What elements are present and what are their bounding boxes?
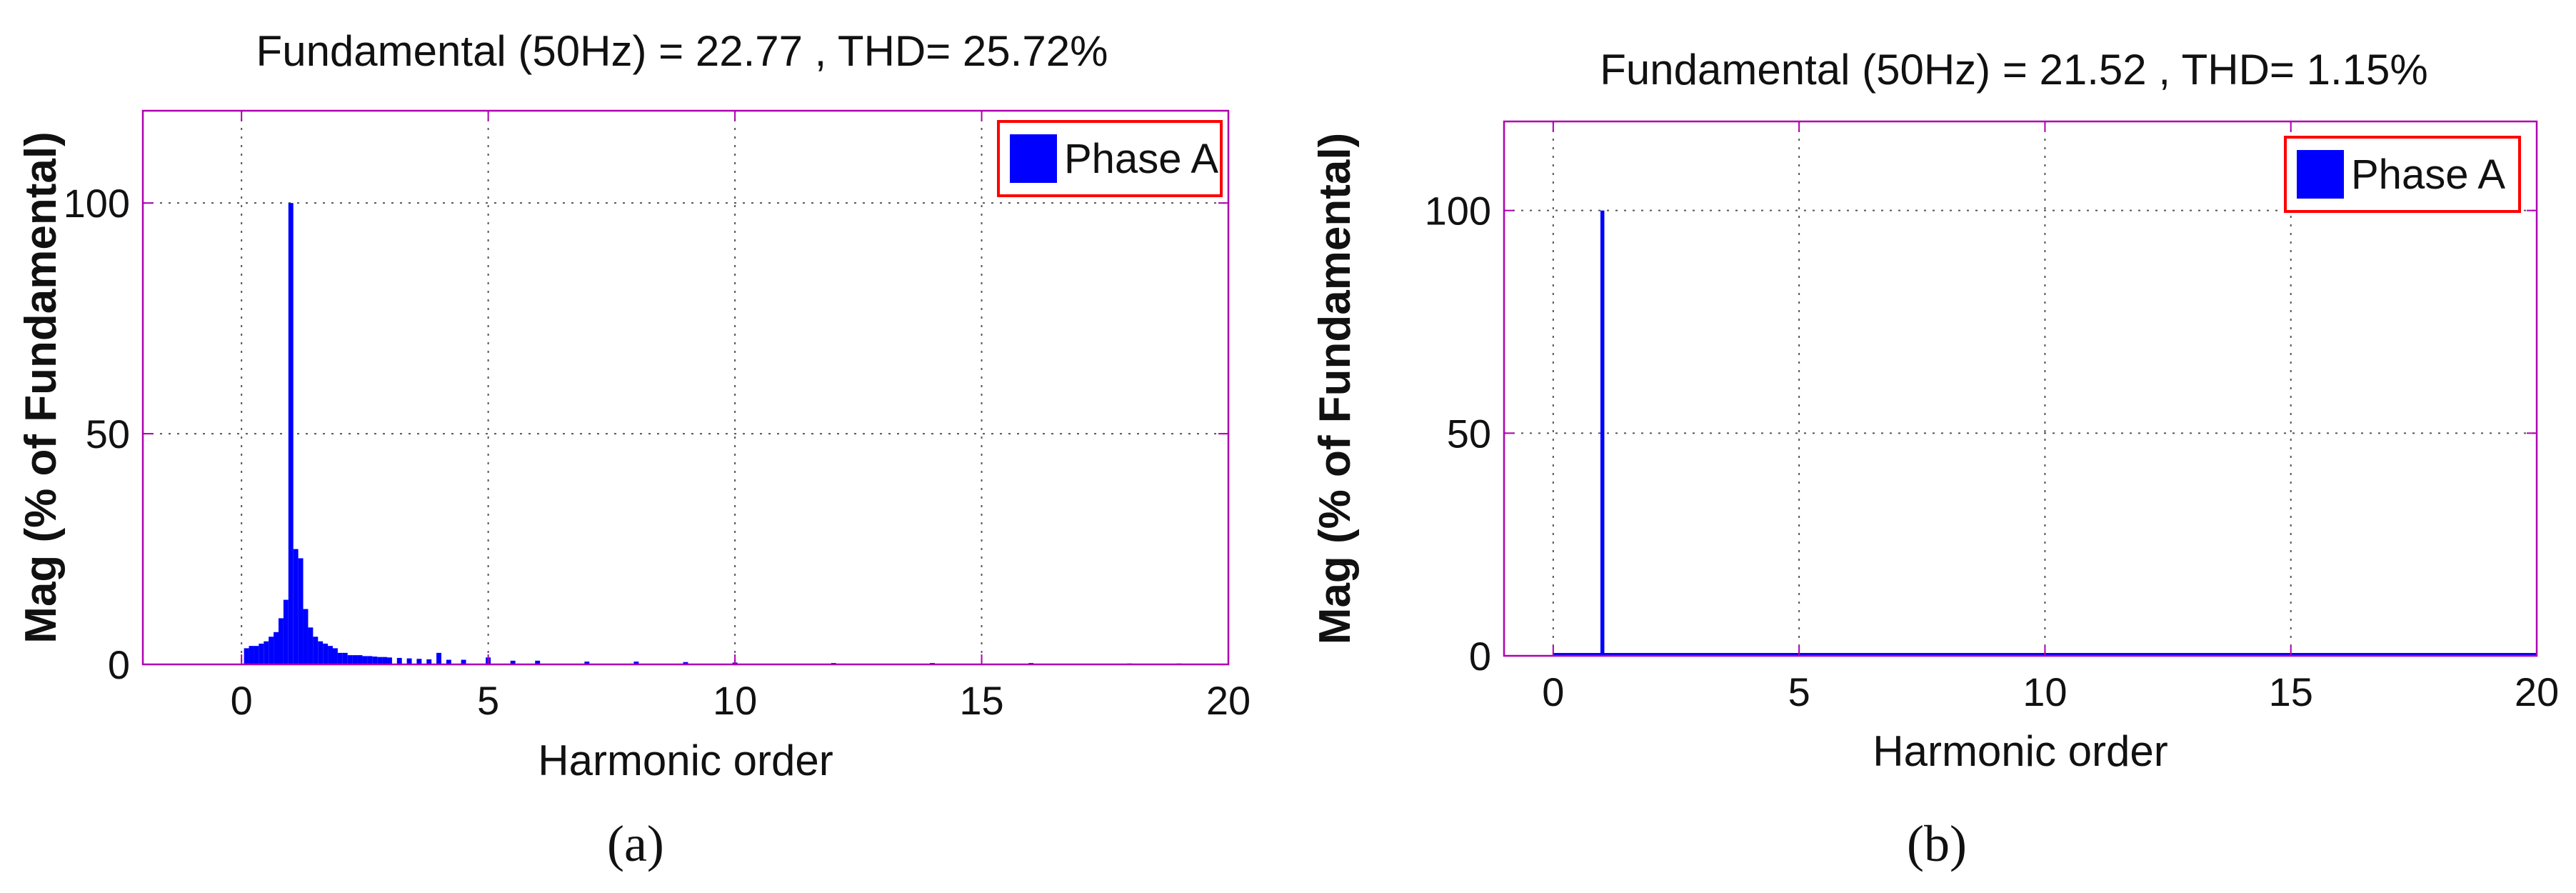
bar <box>362 656 368 664</box>
chart-panel-a: 0 5 10 15 20 0 50 100 Fundamental (50Hz) = 22.77… <box>0 0 1286 893</box>
bar <box>298 558 304 664</box>
bar <box>584 662 590 664</box>
y-tick-label: 0 <box>1469 634 1491 679</box>
x-axis-label: Harmonic order <box>1873 727 2167 775</box>
y-axis-label: Mag (% of Fundamental) <box>1310 133 1360 644</box>
bar <box>461 659 466 664</box>
bar <box>357 655 363 664</box>
x-tick-label: 5 <box>1788 669 1810 714</box>
legend-label: Phase A <box>2351 151 2505 198</box>
figure-label-b: (b) <box>1907 815 1967 872</box>
bar <box>318 641 324 664</box>
bar <box>274 632 279 664</box>
figure-label-a: (a) <box>607 815 664 872</box>
x-axis-label: Harmonic order <box>538 737 833 784</box>
x-tick-label: 0 <box>1542 669 1564 714</box>
y-axis-label: Mag (% of Fundamental) <box>16 131 66 643</box>
bar <box>406 658 412 664</box>
chart-title: Fundamental (50Hz) = 21.52 , THD= 1.15% <box>1600 46 2428 94</box>
bar <box>313 637 319 664</box>
bar <box>382 657 387 664</box>
x-tick-label: 20 <box>1206 678 1251 723</box>
bar <box>416 659 422 664</box>
y-tick-label: 50 <box>86 411 130 457</box>
bar <box>510 660 516 664</box>
harmonic-spectrum-chart-b: 0 5 10 15 20 0 50 100 Fundamental (50Hz) = 21.52… <box>1310 46 2559 775</box>
legend-label: Phase A <box>1064 136 1218 182</box>
legend-box <box>2284 136 2521 213</box>
bar <box>337 652 343 664</box>
bar <box>283 599 289 664</box>
x-tick-label: 15 <box>959 678 1003 723</box>
bar <box>426 659 432 664</box>
bar <box>446 659 451 664</box>
bar <box>288 203 294 665</box>
bar <box>244 648 249 664</box>
bar <box>269 637 274 664</box>
bar <box>372 657 378 664</box>
harmonic-spectrum-chart-a: 0 5 10 15 20 0 50 100 Fundamental (50Hz) = 22.77… <box>16 27 1251 784</box>
plot-frame <box>1503 120 2538 657</box>
x-tick-label: 15 <box>2269 669 2313 714</box>
bar <box>396 657 402 664</box>
bar <box>333 648 338 664</box>
bar <box>683 662 688 664</box>
bar <box>377 657 383 664</box>
x-tick-label: 10 <box>2023 669 2067 714</box>
bar <box>352 655 358 664</box>
bar <box>308 627 314 664</box>
plot-frame <box>141 109 1230 666</box>
x-tick-label: 0 <box>231 678 253 723</box>
bar <box>436 652 441 664</box>
y-tick-label: 0 <box>108 642 130 687</box>
x-tick-label: 10 <box>713 678 757 723</box>
bar <box>254 646 259 664</box>
bar <box>293 549 299 664</box>
chart-panel-b: 0 5 10 15 20 0 50 100 Fundamental (50Hz) = 21.52… <box>1286 0 2576 893</box>
x-tick-label: 20 <box>2515 669 2559 714</box>
bar <box>342 652 348 664</box>
bar <box>259 643 264 664</box>
bar <box>323 643 329 664</box>
legend-swatch <box>1010 134 1057 183</box>
bar <box>347 655 353 664</box>
y-tick-label: 50 <box>1447 411 1491 456</box>
bar <box>535 660 541 664</box>
legend-swatch <box>2297 150 2344 199</box>
bar <box>279 618 284 664</box>
bar <box>303 609 309 664</box>
bar <box>249 646 254 664</box>
bar <box>633 662 639 664</box>
bar <box>367 656 373 664</box>
y-tick-label: 100 <box>1425 189 1491 234</box>
bar <box>328 646 333 664</box>
bar <box>1600 210 1605 657</box>
bar <box>387 657 392 664</box>
bar <box>264 641 269 664</box>
chart-title: Fundamental (50Hz) = 22.77 , THD= 25.72% <box>256 27 1108 75</box>
y-tick-label: 100 <box>64 181 130 226</box>
x-tick-label: 5 <box>477 678 499 723</box>
